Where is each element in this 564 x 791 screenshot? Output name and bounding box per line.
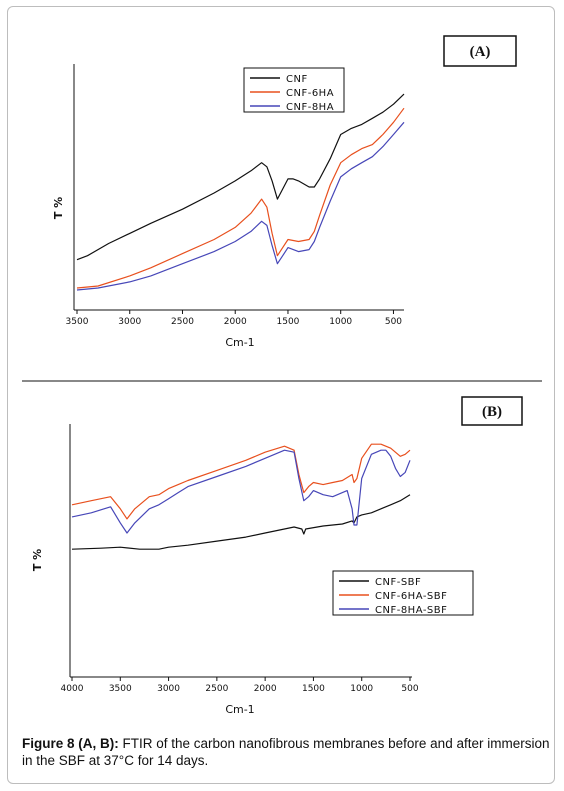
x-tick-label: 3000 (157, 684, 180, 694)
x-tick-label: 1000 (329, 317, 352, 327)
x-tick-label: 3000 (118, 317, 141, 327)
chart-b-x-label: Cm-1 (225, 703, 254, 716)
panel-a-label: (A) (470, 44, 491, 60)
x-tick-label: 1500 (302, 684, 325, 694)
x-tick-label: 3500 (109, 684, 132, 694)
chart-b: (B) T % Cm-1 4000 3500 3000 2500 2000 1500 100… (31, 396, 523, 716)
x-tick-label: 1000 (350, 684, 373, 694)
panel-b-label: (B) (482, 404, 502, 420)
x-tick-label: 500 (385, 317, 402, 327)
legend-label: CNF-6HA (286, 88, 334, 99)
caption-text: FTIR of the carbon nanofibrous membranes… (22, 736, 550, 768)
x-tick-label: 2500 (171, 317, 194, 327)
caption-label: Figure 8 (A, B): (22, 736, 119, 751)
chart-a-y-label: T % (52, 197, 65, 219)
x-tick-label: 4000 (61, 684, 84, 694)
legend-label: CNF-8HA (286, 102, 334, 113)
chart-b-y-label: T % (31, 549, 44, 571)
x-tick-label: 500 (401, 684, 418, 694)
panel-a-label-box (443, 35, 517, 67)
panel-b-label-box (461, 396, 523, 426)
x-tick-label: 2000 (224, 317, 247, 327)
series-line-cnf (76, 93, 405, 261)
x-tick-label: 3500 (66, 317, 89, 327)
series-line-cnf-6ha-sbf (71, 443, 411, 520)
chart-a-x-label: Cm-1 (225, 336, 254, 349)
chart-a: (A) T % Cm-1 3500 3000 2500 2000 1500 1000 500… (52, 35, 517, 349)
figure-caption: Figure 8 (A, B): FTIR of the carbon nano… (22, 735, 552, 769)
x-tick-label: 2000 (254, 684, 277, 694)
series-line-cnf-8ha-sbf (71, 449, 411, 534)
legend-label: CNF (286, 74, 308, 85)
legend-box (332, 570, 474, 616)
x-tick-label: 2500 (205, 684, 228, 694)
legend-label: CNF-8HA-SBF (375, 605, 447, 616)
series-line-cnf-8ha (76, 121, 405, 291)
legend-label: CNF-6HA-SBF (375, 591, 447, 602)
legend-label: CNF-SBF (375, 577, 421, 588)
series-line-cnf-6ha (76, 107, 405, 289)
series-line-cnf-sbf (71, 494, 411, 550)
legend-box (243, 67, 345, 113)
figure-plots: (A) T % Cm-1 3500 3000 2500 2000 1500 1000 500… (22, 35, 542, 716)
figure-frame (7, 6, 555, 784)
x-tick-label: 1500 (277, 317, 300, 327)
